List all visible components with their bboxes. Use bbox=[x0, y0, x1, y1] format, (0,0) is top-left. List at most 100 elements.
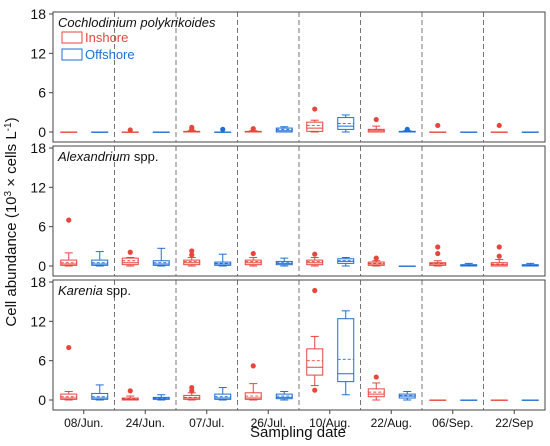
y-tick-label: 12 bbox=[30, 313, 46, 329]
box-offshore bbox=[152, 394, 170, 401]
outlier-point bbox=[496, 122, 502, 129]
panel-1: 0 6 12 18 Cochlodinium polykrikoides bbox=[30, 6, 546, 143]
outlier-point bbox=[373, 374, 379, 380]
box-offshore bbox=[214, 126, 232, 133]
x-tick-label: 26/Jul. bbox=[251, 416, 286, 430]
box-offshore bbox=[521, 262, 539, 267]
y-tick-label: 12 bbox=[30, 45, 46, 61]
outlier-point bbox=[66, 217, 72, 223]
box-offshore bbox=[460, 262, 478, 267]
box-iqr bbox=[121, 257, 139, 266]
outlier-point bbox=[189, 124, 195, 131]
box-inshore bbox=[367, 116, 385, 133]
box-inshore bbox=[306, 287, 324, 393]
panels-group: 0 6 12 18 Cochlodinium polykrikoides 0 6 12 18 Al… bbox=[30, 6, 546, 411]
box-inshore bbox=[367, 374, 385, 401]
panel-title-italic: Cochlodinium polykrikoides bbox=[58, 15, 216, 30]
x-axis-title: Sampling date bbox=[250, 424, 346, 441]
x-tick-label: 22/Aug. bbox=[371, 416, 412, 430]
outlier-point bbox=[496, 253, 502, 259]
outlier-point bbox=[189, 248, 195, 254]
panel-2: 0 6 12 18 Alexandrium spp. bbox=[30, 140, 546, 277]
outlier-point bbox=[373, 116, 379, 123]
x-tick-label: 22/Sep bbox=[495, 416, 533, 430]
outlier-point bbox=[250, 126, 256, 132]
box-inshore bbox=[183, 124, 201, 133]
box-inshore bbox=[60, 217, 78, 267]
legend-label-inshore: Inshore bbox=[85, 30, 128, 45]
panel-3: 0 6 12 18 Karenia spp. bbox=[30, 274, 546, 411]
box-offshore bbox=[152, 247, 170, 267]
x-tick-label: 07/Jul. bbox=[189, 416, 224, 430]
y-tick-label: 18 bbox=[30, 6, 46, 22]
box-offshore bbox=[337, 114, 355, 133]
outlier-point bbox=[189, 252, 195, 258]
box-offshore bbox=[337, 256, 355, 267]
x-tick-label: 10/Aug. bbox=[309, 416, 350, 430]
box-inshore bbox=[121, 127, 139, 133]
outlier-point bbox=[496, 244, 502, 250]
outlier-point bbox=[250, 250, 256, 257]
box-inshore bbox=[429, 122, 447, 133]
y-tick-label: 0 bbox=[38, 258, 46, 274]
x-tick-label: 24/Jun. bbox=[126, 416, 165, 430]
outlier-point bbox=[312, 287, 318, 294]
box-inshore bbox=[490, 122, 508, 133]
box-offshore bbox=[398, 390, 416, 401]
box-inshore bbox=[121, 249, 139, 267]
legend-label-offshore: Offshore bbox=[85, 47, 135, 62]
outlier-point bbox=[435, 122, 441, 129]
legend-swatch-inshore bbox=[61, 31, 83, 44]
outlier-point bbox=[312, 387, 318, 393]
panel-title-italic: Alexandrium bbox=[57, 149, 130, 164]
box-inshore bbox=[490, 244, 508, 267]
outlier-point bbox=[127, 127, 133, 133]
box-offshore bbox=[214, 253, 232, 267]
box-inshore bbox=[183, 384, 201, 401]
box-iqr bbox=[367, 388, 385, 398]
outlier-point bbox=[373, 255, 379, 261]
box-inshore bbox=[60, 344, 78, 401]
panel-title: Karenia spp. bbox=[58, 283, 131, 298]
outlier-point bbox=[127, 388, 133, 394]
y-tick-label: 6 bbox=[38, 85, 46, 101]
y-tick-label: 18 bbox=[30, 140, 46, 156]
outlier-point bbox=[435, 244, 441, 250]
legend-swatch-offshore bbox=[61, 48, 83, 61]
box-offshore bbox=[275, 257, 293, 267]
box-offshore bbox=[275, 390, 293, 401]
x-tick-label: 06/Sep. bbox=[432, 416, 473, 430]
y-axis-title: Cell abundance (103 × cells L-1) bbox=[3, 117, 21, 326]
outlier-point bbox=[250, 363, 256, 369]
outlier-point bbox=[312, 106, 318, 112]
outlier-point bbox=[312, 251, 318, 257]
box-inshore bbox=[306, 106, 324, 133]
x-tick-label: 08/Jun. bbox=[64, 416, 103, 430]
outlier-point bbox=[220, 126, 226, 132]
outlier-point bbox=[189, 384, 195, 391]
box-offshore bbox=[91, 384, 109, 401]
box-offshore bbox=[214, 387, 232, 401]
box-inshore bbox=[244, 363, 262, 401]
box-inshore bbox=[121, 388, 139, 401]
legend: Inshore Offshore bbox=[61, 30, 135, 62]
outlier-point bbox=[127, 249, 133, 255]
box-iqr bbox=[306, 121, 324, 132]
box-offshore bbox=[91, 251, 109, 267]
box-inshore bbox=[244, 250, 262, 267]
box-offshore bbox=[275, 126, 293, 133]
panel-title: Cochlodinium polykrikoides bbox=[58, 15, 216, 30]
box-offshore bbox=[398, 126, 416, 133]
outlier-point bbox=[66, 344, 72, 351]
panel-title: Alexandrium spp. bbox=[57, 149, 158, 164]
y-tick-label: 6 bbox=[38, 219, 46, 235]
box-inshore bbox=[367, 255, 385, 267]
x-tick-labels: 08/Jun. 24/Jun. 07/Jul. 26/Jul. 10/Aug. 22/Au… bbox=[64, 410, 534, 430]
box-iqr bbox=[275, 127, 293, 133]
y-tick-label: 6 bbox=[38, 353, 46, 369]
panel-title-normal: spp. bbox=[130, 149, 158, 164]
box-inshore bbox=[429, 244, 447, 267]
box-inshore bbox=[306, 251, 324, 267]
y-tick-label: 0 bbox=[38, 392, 46, 408]
